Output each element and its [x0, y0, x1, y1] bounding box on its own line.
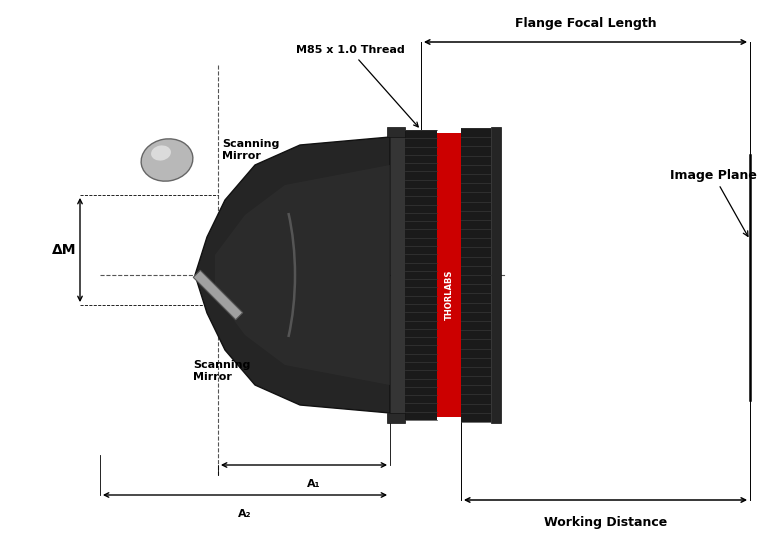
Bar	[405, 130, 437, 420]
Text: M85 x 1.0 Thread: M85 x 1.0 Thread	[296, 45, 418, 127]
Polygon shape	[215, 165, 390, 385]
Text: Scanning
Mirror: Scanning Mirror	[222, 139, 279, 161]
Text: Flange Focal Length: Flange Focal Length	[515, 17, 656, 30]
Text: Scanning
Mirror: Scanning Mirror	[193, 360, 250, 382]
Bar	[461, 128, 491, 422]
Bar	[491, 127, 501, 423]
Bar	[387, 127, 405, 137]
Polygon shape	[193, 270, 243, 320]
Text: Working Distance: Working Distance	[544, 516, 667, 529]
Ellipse shape	[151, 145, 171, 161]
Bar	[390, 135, 405, 415]
Polygon shape	[195, 137, 390, 413]
Text: A₂: A₂	[238, 509, 252, 519]
Text: Image Plane: Image Plane	[670, 168, 757, 236]
Text: ΔM: ΔM	[51, 243, 76, 257]
Text: THORLABS: THORLABS	[445, 270, 453, 320]
Text: A₁: A₁	[307, 479, 321, 489]
Bar	[437, 133, 461, 417]
Bar	[387, 413, 405, 423]
Ellipse shape	[141, 139, 193, 181]
